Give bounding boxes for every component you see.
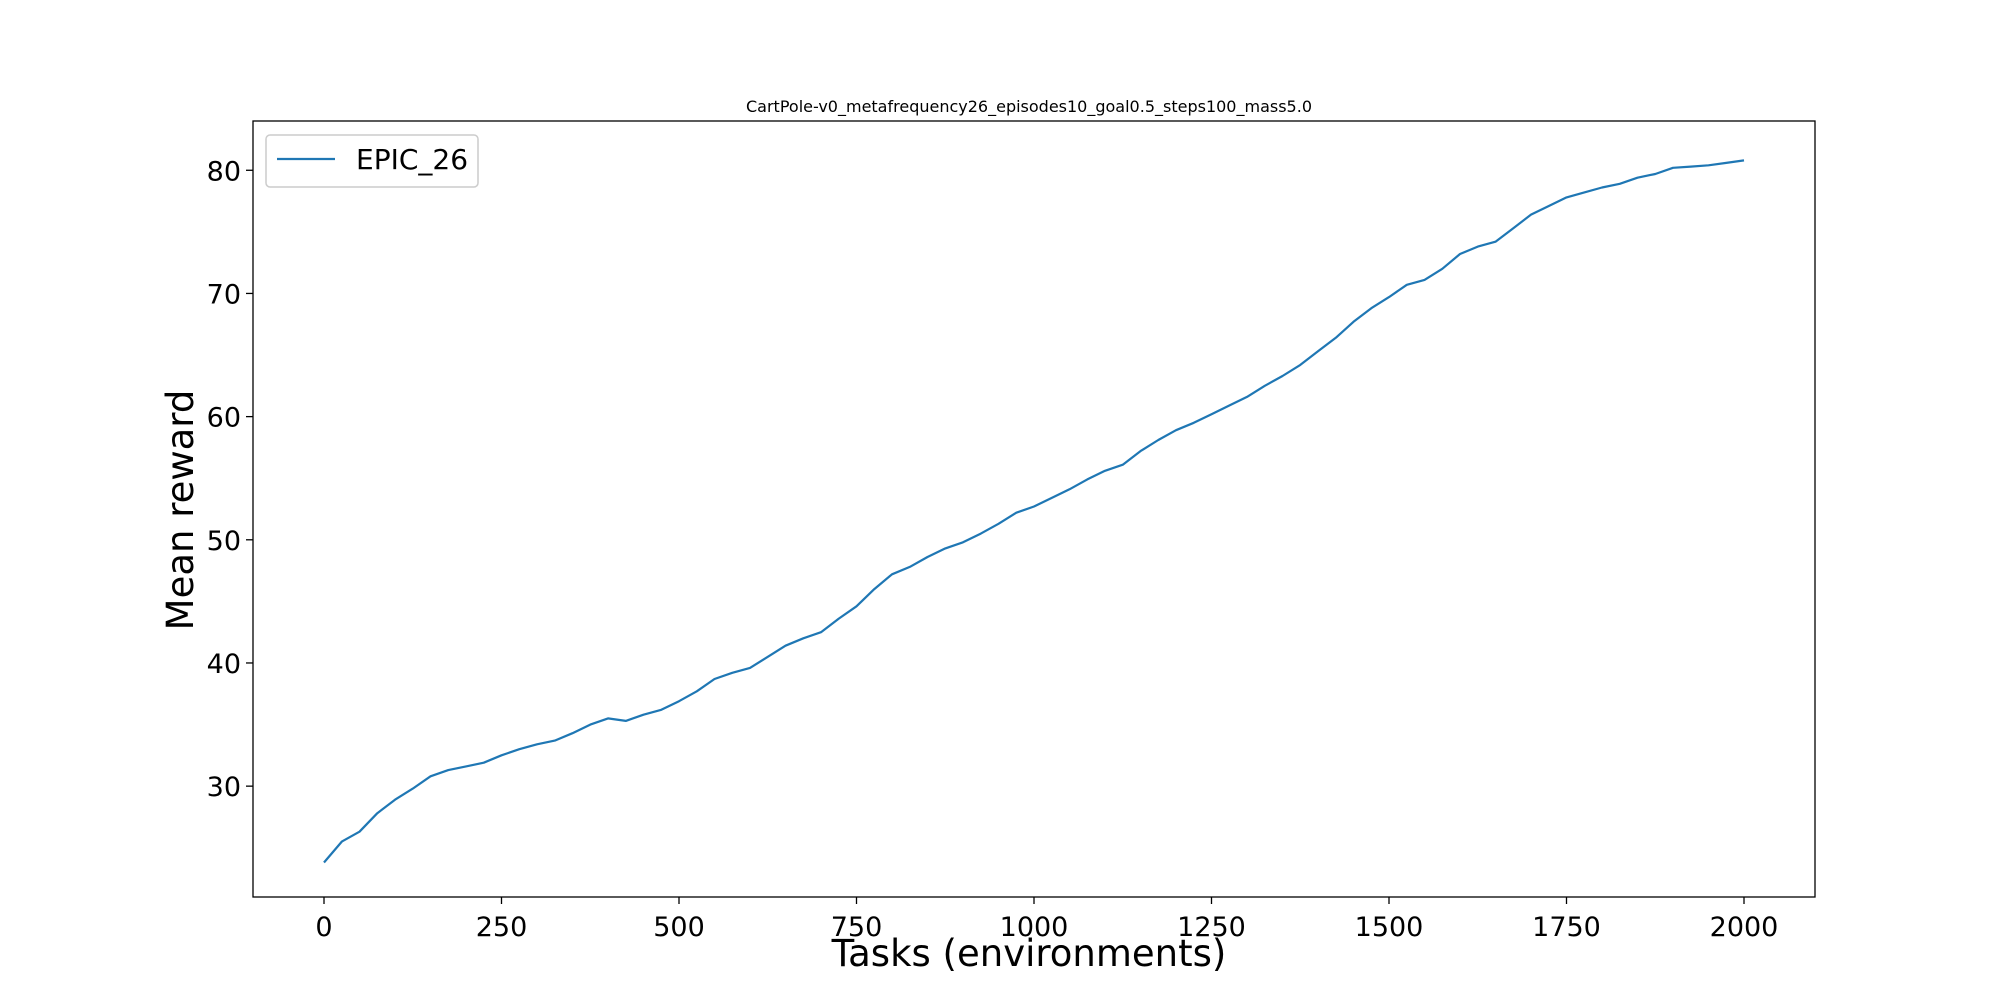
y-tick-label: 80: [207, 156, 241, 187]
y-tick-label: 70: [207, 279, 241, 310]
series-line-epic-26: [323, 159, 1745, 864]
x-tick-label: 1000: [1000, 912, 1069, 943]
x-axis-title: Tasks (environments): [831, 932, 1227, 975]
x-tick-label: 0: [315, 912, 332, 943]
x-tick-label: 2000: [1710, 912, 1779, 943]
x-tick-label: 1750: [1532, 912, 1601, 943]
x-axis: 0 250 500 750 1000 1250 1500 1750 2000: [315, 897, 1778, 943]
y-tick-label: 50: [207, 526, 241, 557]
x-tick-label: 250: [476, 912, 528, 943]
legend-label-epic-26: EPIC_26: [356, 143, 468, 176]
plot-frame: [252, 120, 1816, 898]
plot-area: [252, 120, 1816, 898]
y-tick-label: 60: [207, 403, 241, 434]
chart-title: CartPole-v0_metafrequency26_episodes10_g…: [746, 97, 1312, 117]
legend: EPIC_26: [265, 134, 479, 188]
x-tick-label: 1500: [1355, 912, 1424, 943]
x-tick-label: 750: [831, 912, 883, 943]
y-axis: 30 40 50 60 70 80: [207, 156, 253, 803]
x-tick-label: 1250: [1177, 912, 1246, 943]
y-axis-title: Mean reward: [159, 390, 202, 631]
y-tick-label: 30: [207, 772, 241, 803]
legend-frame: [265, 134, 479, 188]
y-tick-label: 40: [207, 649, 241, 680]
x-tick-label: 500: [653, 912, 705, 943]
